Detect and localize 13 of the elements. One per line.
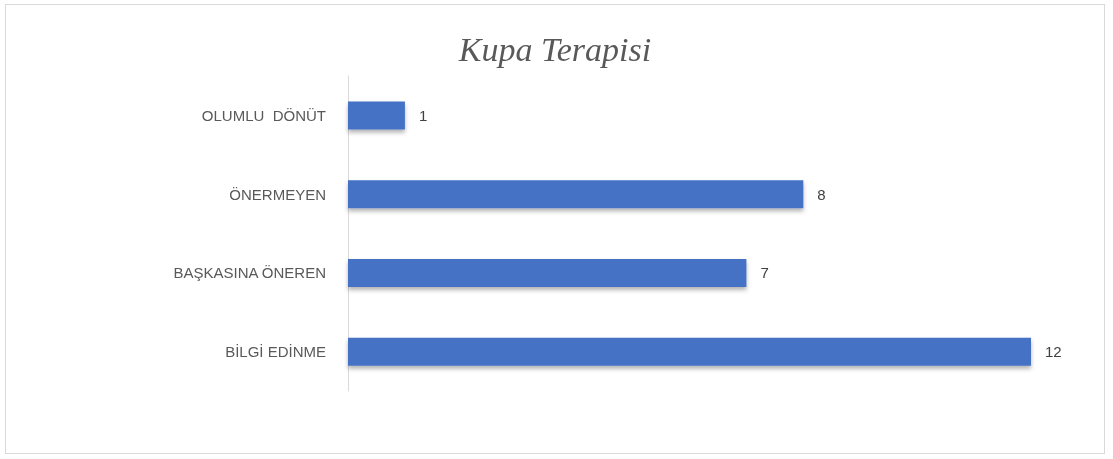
y-tick-label: OLUMLU DÖNÜT (201, 106, 326, 124)
y-tick-label: BAŞKASINA ÖNEREN (173, 264, 326, 282)
y-tick-label: BİLGİ EDİNME (225, 343, 326, 361)
bar (348, 101, 405, 130)
bar (348, 337, 1031, 366)
data-label: 1 (418, 106, 428, 124)
bar (348, 258, 747, 287)
bar (348, 180, 804, 209)
chart-title: Kupa Terapisi (457, 30, 652, 68)
data-label: 8 (817, 185, 826, 203)
data-label: 12 (1045, 343, 1062, 361)
data-label: 7 (760, 264, 769, 282)
y-tick-label: ÖNERMEYEN (229, 185, 326, 203)
